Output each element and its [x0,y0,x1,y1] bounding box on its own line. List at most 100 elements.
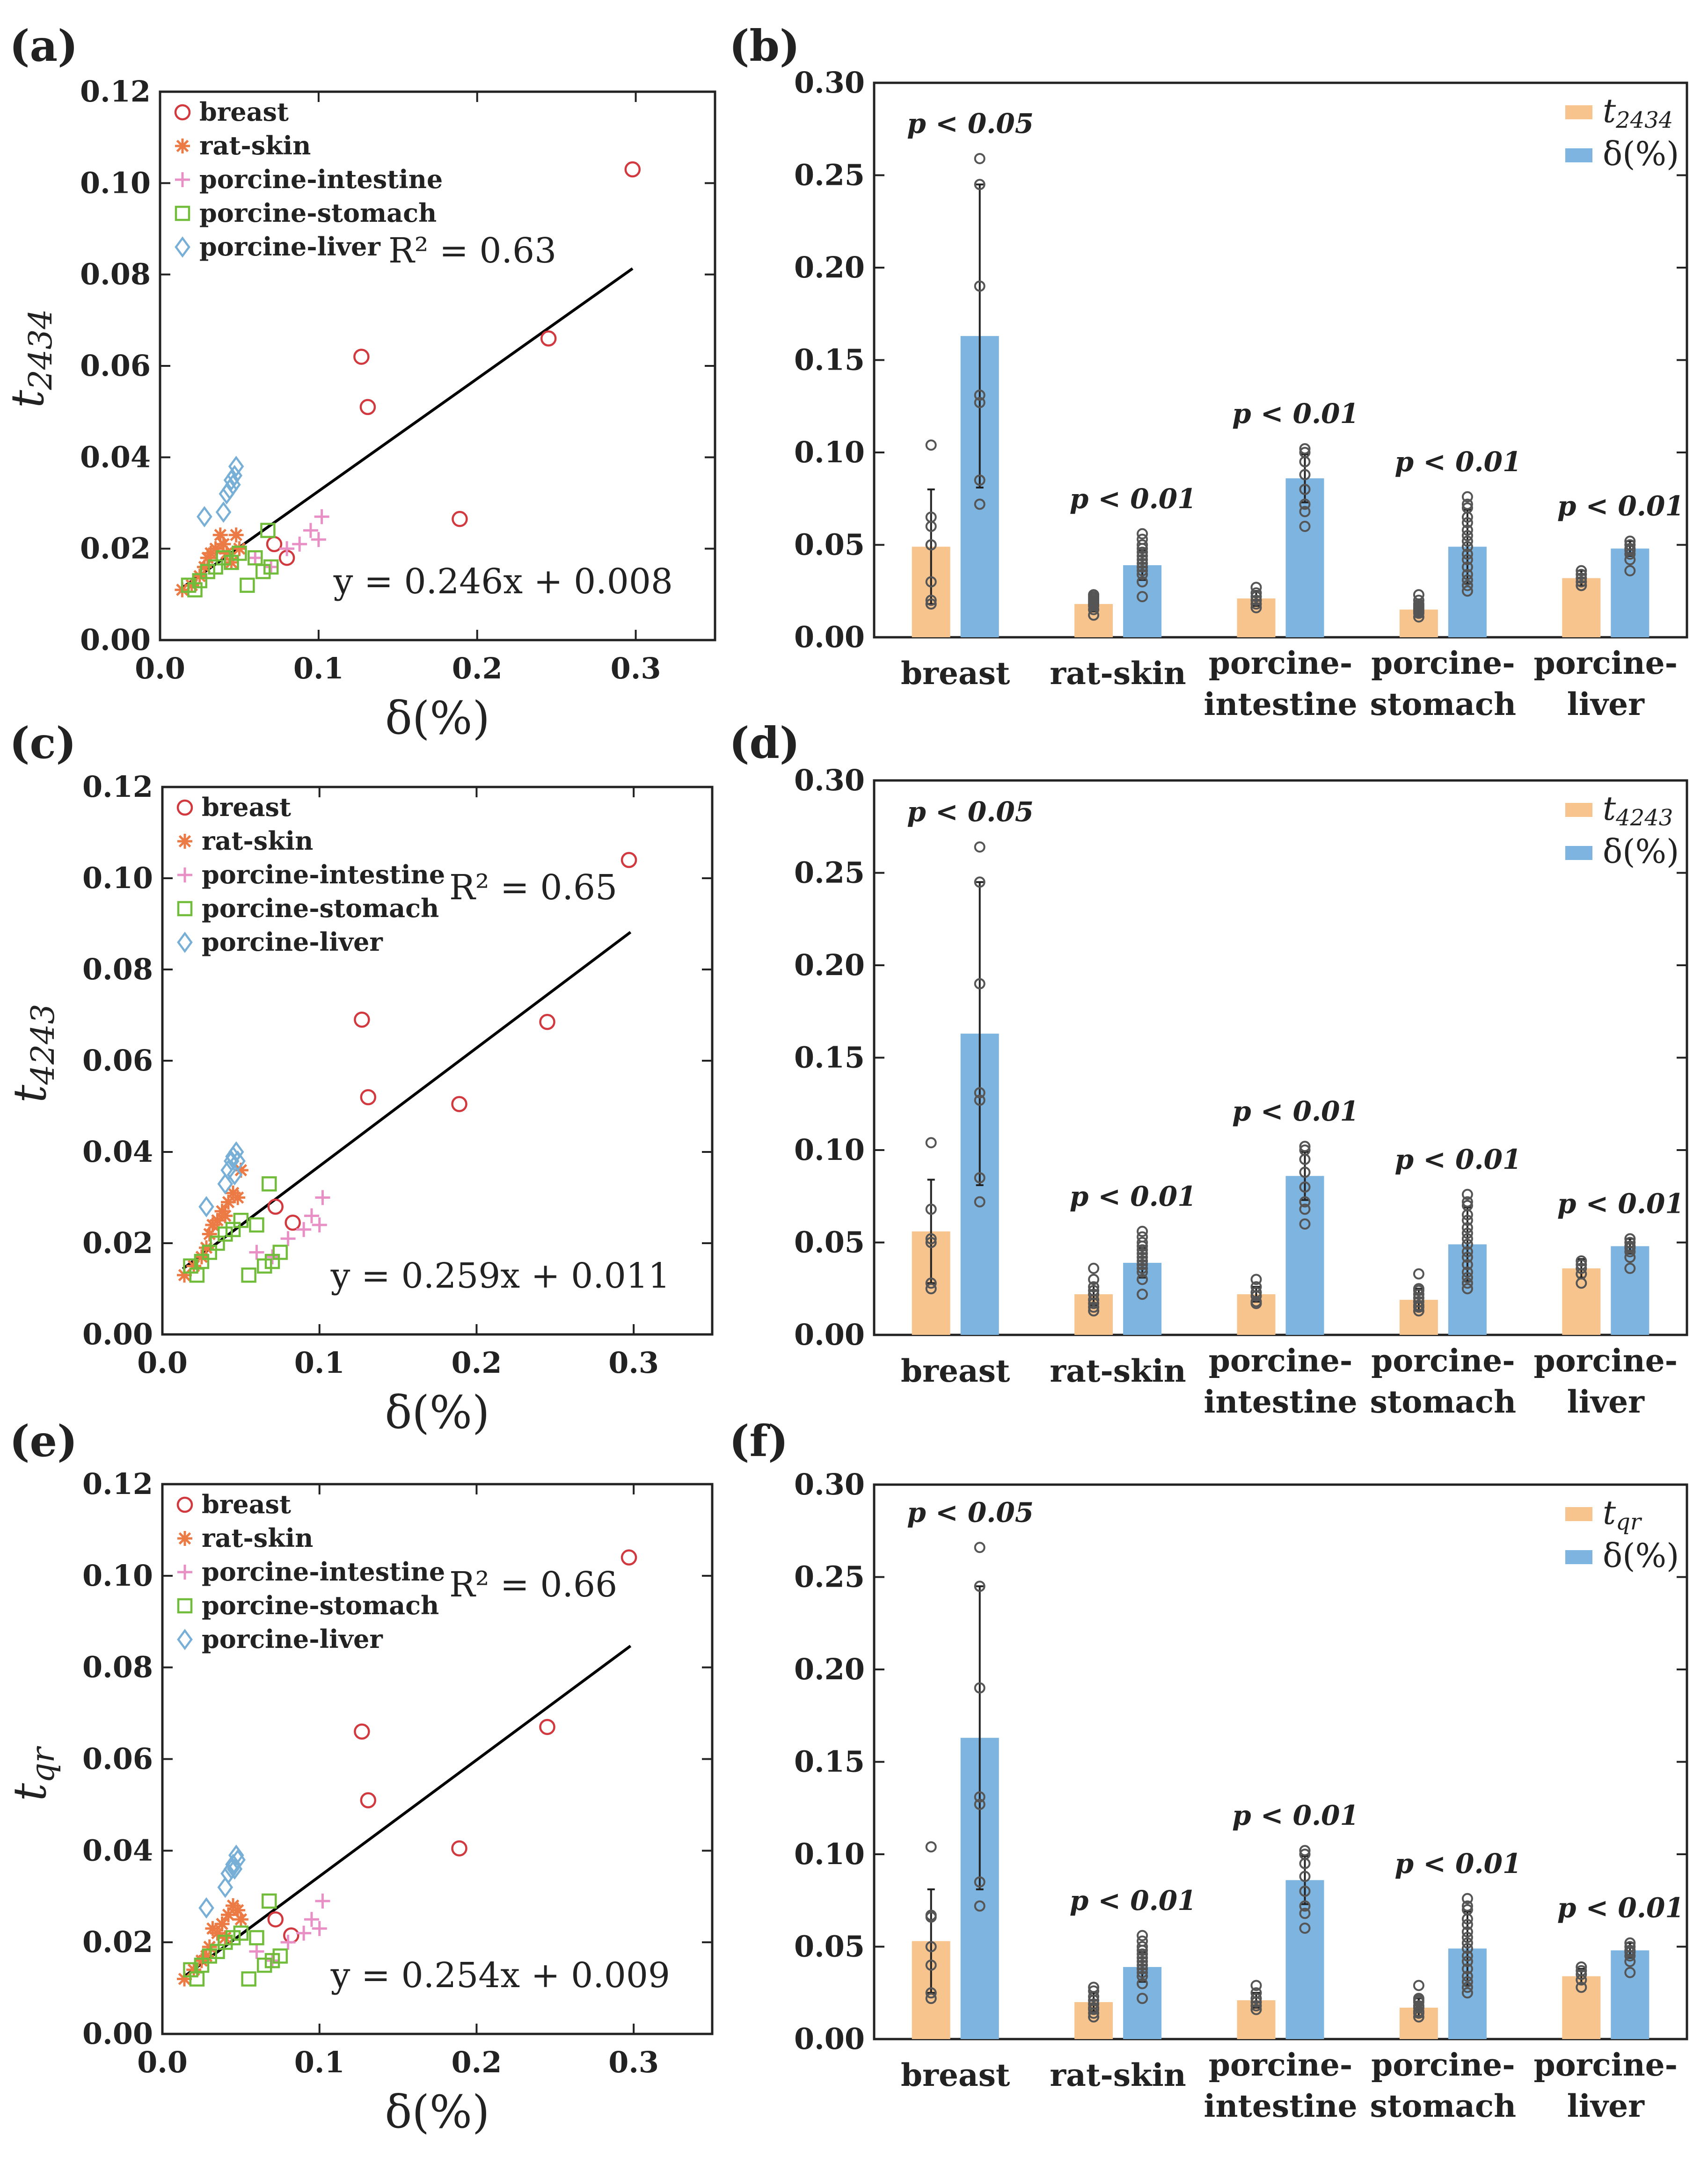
bar-porcine-intestine-δ(%) [1285,1176,1324,1335]
p-value-label: p < 0.01 [1557,1188,1684,1220]
data-point [1299,1849,1311,1860]
data-point [925,595,937,606]
data-point [925,521,937,532]
data-point [272,1245,288,1260]
legend-item-porcine-intestine: porcine-intestine [202,1557,445,1587]
category-label: intestine [1204,686,1357,722]
data-point [1299,521,1311,532]
data-point [315,1894,330,1909]
data-point [1461,561,1473,573]
data-point [1137,1231,1148,1243]
data-point [1088,1285,1100,1297]
legend-swatch [1565,846,1592,860]
data-point [1088,1301,1100,1313]
legend-item-porcine-liver: porcine-liver [202,927,383,957]
y-tick-label: 0.10 [794,1837,865,1871]
data-point [925,1283,937,1295]
data-point [177,1565,192,1580]
data-point [1461,1277,1473,1289]
panel-label-a: (a) [9,21,78,71]
data-point [1137,558,1148,569]
data-point [311,532,326,547]
data-point [230,1849,246,1871]
data-point [233,1213,249,1228]
y-tick-label: 0.25 [794,158,865,192]
y-tick-label: 0.12 [80,74,151,109]
y-tick-label: 0.04 [82,1833,153,1867]
data-point [266,536,283,553]
data-point [228,1141,244,1163]
data-point [1299,1886,1311,1897]
data-point [283,1927,299,1944]
y-tick-label: 0.05 [794,528,865,562]
data-point [202,1948,217,1964]
data-point [925,1941,937,1953]
data-point [199,1948,214,1964]
data-point [354,1723,370,1740]
legend-swatch [1565,148,1592,162]
category-label: breast [901,655,1010,692]
data-point [210,1213,225,1228]
data-point [249,1944,264,1959]
data-point [264,1953,280,1968]
data-point [1461,1188,1473,1200]
legend-item-1: δ(%) [1603,135,1679,173]
data-point [230,1190,246,1205]
data-point [296,1925,312,1941]
data-point [1624,1240,1636,1252]
data-point [256,1957,272,1973]
bar-porcine-liver-δ(%) [1611,1950,1650,2039]
fit-line [180,267,634,590]
x-tick-label: 0.0 [137,1346,188,1380]
category-label: rat-skin [1050,655,1186,692]
data-point [272,1948,288,1964]
series-porcine-intestine [249,1894,330,1968]
data-point [1461,585,1473,597]
data-point [1576,1982,1587,1993]
data-point [1413,1289,1424,1300]
data-point [974,179,985,190]
data-point [1088,1274,1100,1285]
data-point [296,1222,312,1237]
data-point [974,389,985,401]
data-point [1576,1968,1587,1980]
y-tick-label: 0.05 [794,1930,865,1964]
data-point [1299,1141,1311,1152]
data-point [1088,2002,1100,2013]
series-porcine-stomach [183,1176,288,1283]
bar-chart-d: 0.00 0.05 0.10 0.15 0.20 0.25 0.30 breast p < 0.… [794,763,1688,1420]
data-point [1461,1227,1473,1239]
data-point [1137,1255,1148,1267]
data-point [1299,1203,1311,1215]
legend-item-breast: breast [199,97,289,127]
data-point [1413,1299,1424,1311]
bar-porcine-intestine-δ(%) [1285,1880,1324,2039]
p-value-label: p < 0.05 [907,108,1034,139]
bar-porcine-liver-δ(%) [1611,1246,1650,1335]
data-point [925,439,937,451]
data-point [1137,539,1148,551]
data-point [249,1930,264,1945]
legend-item-breast: breast [202,1489,291,1519]
data-point [220,1863,236,1885]
data-point [1461,524,1473,536]
legend-item-porcine-liver: porcine-liver [199,232,380,262]
category-label: porcine- [1371,2047,1515,2083]
data-point [1576,1965,1587,1976]
data-point [451,1096,467,1112]
y-tick-label: 0.06 [82,1043,153,1078]
fit-line [182,1645,632,1979]
data-point [1624,539,1636,551]
scatter-chart-c: 0.00 0.02 0.04 0.06 0.08 0.10 0.12 0.0 0.1 0.2 0.3… [4,770,714,1439]
data-point [263,559,279,575]
data-point [194,1249,209,1265]
legend-item-1: δ(%) [1603,1537,1679,1575]
series-porcine-stomach [181,523,279,597]
legend-swatch [1565,803,1592,817]
data-point [1137,576,1148,588]
r-squared-label: R² = 0.63 [388,231,556,271]
data-point [210,1944,225,1959]
data-point [177,1598,193,1614]
data-point [1461,1246,1473,1258]
